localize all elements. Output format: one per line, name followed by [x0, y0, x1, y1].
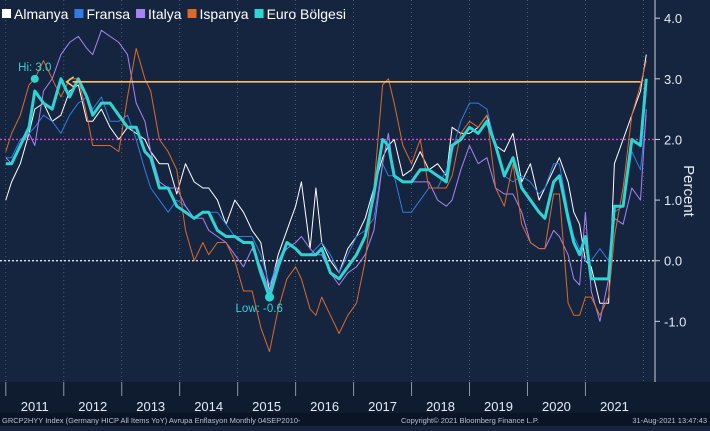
legend-label: Euro Bölgesi — [267, 6, 346, 22]
axis-layer: 2011 2012 2013 2014 2015 2016 2017 2018 2019 2020… — [5, 0, 697, 414]
x-tick-label: 2014 — [194, 399, 223, 414]
right-axis-panel — [655, 0, 710, 382]
x-tick-label: 2021 — [600, 399, 629, 414]
x-tick-label: 2017 — [368, 399, 397, 414]
x-tick-label: 2019 — [484, 399, 513, 414]
y-tick-label: 2.0 — [664, 132, 682, 147]
low-marker — [265, 292, 275, 302]
footer-timestamp-text: 31-Aug-2021 13:47:43 — [632, 416, 707, 425]
x-tick-label: 2016 — [310, 399, 339, 414]
y-axis-label: Percent — [680, 165, 697, 218]
legend: Almanya Fransa Italya Ispanya Euro Bölgesi — [2, 6, 346, 22]
footer-left-text: GRCP2HYY Index (Germany HICP All Items Y… — [2, 416, 301, 425]
legend-label: Almanya — [14, 6, 69, 22]
x-tick-label: 2018 — [426, 399, 455, 414]
y-tick-label: 3.0 — [664, 72, 682, 87]
y-tick-label: -1.0 — [664, 314, 686, 329]
hi-arrow-head — [65, 76, 75, 88]
footer-band — [0, 413, 710, 426]
hi-label: Hi: 3.0 — [18, 62, 51, 74]
series-line — [5, 96, 647, 286]
footer-copyright-text: Copyright© 2021 Bloomberg Finance L.P. — [401, 416, 539, 425]
y-tick-label: 1.0 — [664, 193, 682, 208]
legend-label: Ispanya — [200, 6, 249, 22]
hi-marker — [30, 74, 39, 83]
x-tick-label: 2012 — [78, 399, 107, 414]
bottom-axis-band — [0, 382, 710, 413]
legend-swatch — [2, 9, 11, 18]
series-line — [5, 77, 648, 299]
legend-label: Italya — [148, 6, 182, 22]
series-layer — [5, 29, 648, 353]
annotation-layer: Hi: 3.0 Low: -0.6 — [18, 62, 641, 315]
grid-layer — [0, 0, 655, 382]
x-tick-label: 2020 — [542, 399, 571, 414]
legend-swatch — [187, 9, 197, 18]
plot-background — [0, 0, 655, 382]
legend-swatch — [74, 9, 84, 18]
y-tick-label: 4.0 — [664, 11, 682, 26]
x-tick-label: 2011 — [21, 399, 49, 414]
y-tick-label: 0.0 — [664, 254, 682, 269]
x-tick-label: 2013 — [136, 399, 165, 414]
legend-swatch — [254, 9, 264, 18]
legend-label: Fransa — [86, 6, 130, 22]
series-line — [5, 54, 647, 304]
series-line — [5, 48, 647, 353]
x-tick-label: 2015 — [252, 399, 281, 414]
low-label: Low: -0.6 — [236, 303, 283, 315]
legend-swatch — [136, 9, 146, 18]
